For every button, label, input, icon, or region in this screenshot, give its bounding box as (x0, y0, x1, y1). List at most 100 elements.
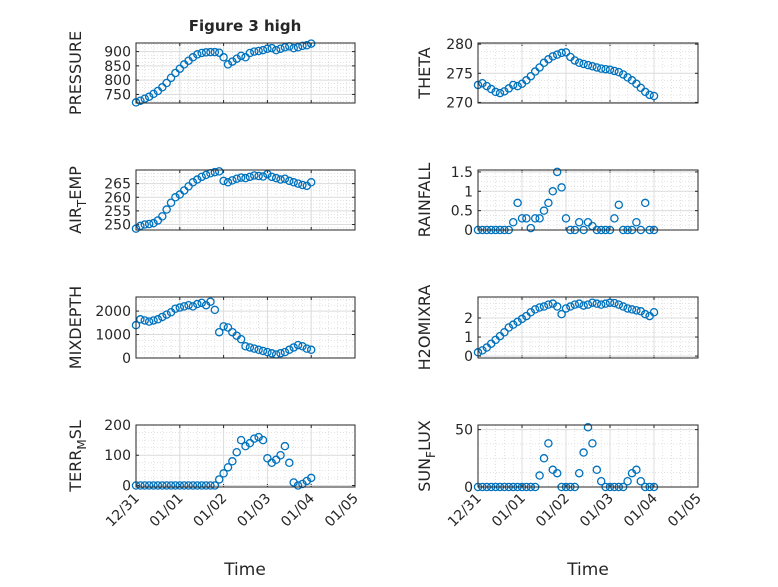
data-point (632, 218, 641, 227)
data-point (263, 454, 272, 463)
data-point (566, 302, 575, 311)
data-point (149, 316, 158, 325)
data-point (583, 423, 593, 432)
data-point (214, 167, 224, 176)
data-point (254, 46, 263, 56)
data-point (574, 468, 584, 478)
data-point (298, 41, 307, 51)
data-point (592, 299, 602, 308)
data-point (166, 198, 176, 207)
data-point (214, 475, 224, 484)
data-point (162, 78, 171, 88)
data-point (271, 455, 281, 465)
data-point (636, 307, 646, 316)
data-point (280, 43, 290, 52)
data-point (267, 172, 277, 182)
data-point (236, 173, 246, 182)
data-point (140, 316, 150, 325)
axes-box (477, 296, 699, 359)
data-point (544, 198, 553, 208)
data-point (140, 94, 150, 103)
data-point (232, 447, 241, 457)
data-point (517, 214, 527, 223)
data-point (592, 465, 602, 475)
data-point (241, 342, 250, 351)
data-point (144, 317, 154, 326)
data-point (254, 171, 263, 181)
data-point (293, 340, 303, 350)
data-point (570, 56, 580, 65)
data-point (184, 300, 193, 310)
data-point (579, 448, 588, 457)
data-point (232, 54, 241, 63)
data-point (210, 305, 220, 315)
data-point (162, 310, 171, 319)
data-point (504, 323, 514, 332)
data-point (206, 47, 215, 57)
y-axis-label: THETA (415, 47, 434, 99)
data-point (588, 298, 597, 307)
axes-box (477, 42, 699, 104)
data-point (623, 304, 632, 313)
data-point (583, 300, 593, 309)
data-point (258, 346, 268, 356)
data-point (140, 220, 150, 229)
data-point (236, 435, 246, 445)
data-point (179, 302, 189, 311)
data-point (579, 59, 588, 69)
y-tick-label: 50 (455, 423, 473, 439)
axes-background (478, 170, 698, 230)
axes-box (477, 169, 699, 231)
data-point (149, 89, 158, 99)
data-point (570, 300, 580, 309)
data-point (298, 180, 307, 190)
data-point (526, 71, 536, 81)
data-point (210, 481, 220, 490)
data-point (276, 349, 285, 358)
data-point (649, 307, 659, 317)
axes-box (135, 42, 356, 104)
data-point (245, 343, 255, 352)
data-point (241, 173, 250, 183)
data-point (530, 305, 540, 314)
data-point (552, 302, 562, 311)
data-point (535, 63, 544, 72)
data-point (280, 441, 290, 451)
data-point (574, 299, 584, 308)
data-point (136, 315, 145, 324)
data-point (302, 344, 312, 353)
data-point (592, 63, 602, 72)
data-point (197, 298, 206, 308)
data-point (271, 45, 281, 55)
data-point (171, 304, 180, 313)
data-point (228, 457, 237, 466)
data-point (250, 47, 259, 56)
data-point (522, 214, 531, 223)
y-tick-label: 1000 (95, 328, 131, 344)
data-point (289, 343, 298, 352)
data-point (293, 481, 303, 490)
data-point (280, 174, 290, 183)
y-tick-label: 0.5 (451, 204, 473, 220)
data-point (574, 218, 584, 227)
y-axis-label: RAINFALL (415, 163, 434, 238)
data-point (526, 307, 536, 317)
data-point (557, 309, 566, 319)
data-point (228, 176, 237, 185)
data-point (223, 178, 233, 187)
data-point (544, 300, 553, 309)
data-point (618, 302, 628, 311)
data-point (561, 214, 571, 223)
data-point (605, 298, 615, 307)
data-point (289, 178, 298, 187)
data-point (149, 481, 158, 490)
y-tick-label: 0 (464, 480, 473, 496)
axes-background (136, 425, 355, 487)
data-point (640, 198, 650, 208)
y-axis-label: TERRMSL (66, 420, 89, 493)
y-tick-label: 750 (104, 87, 131, 103)
data-point (158, 212, 167, 221)
data-point (306, 345, 316, 355)
y-axis-label: PRESSURE (66, 31, 85, 115)
